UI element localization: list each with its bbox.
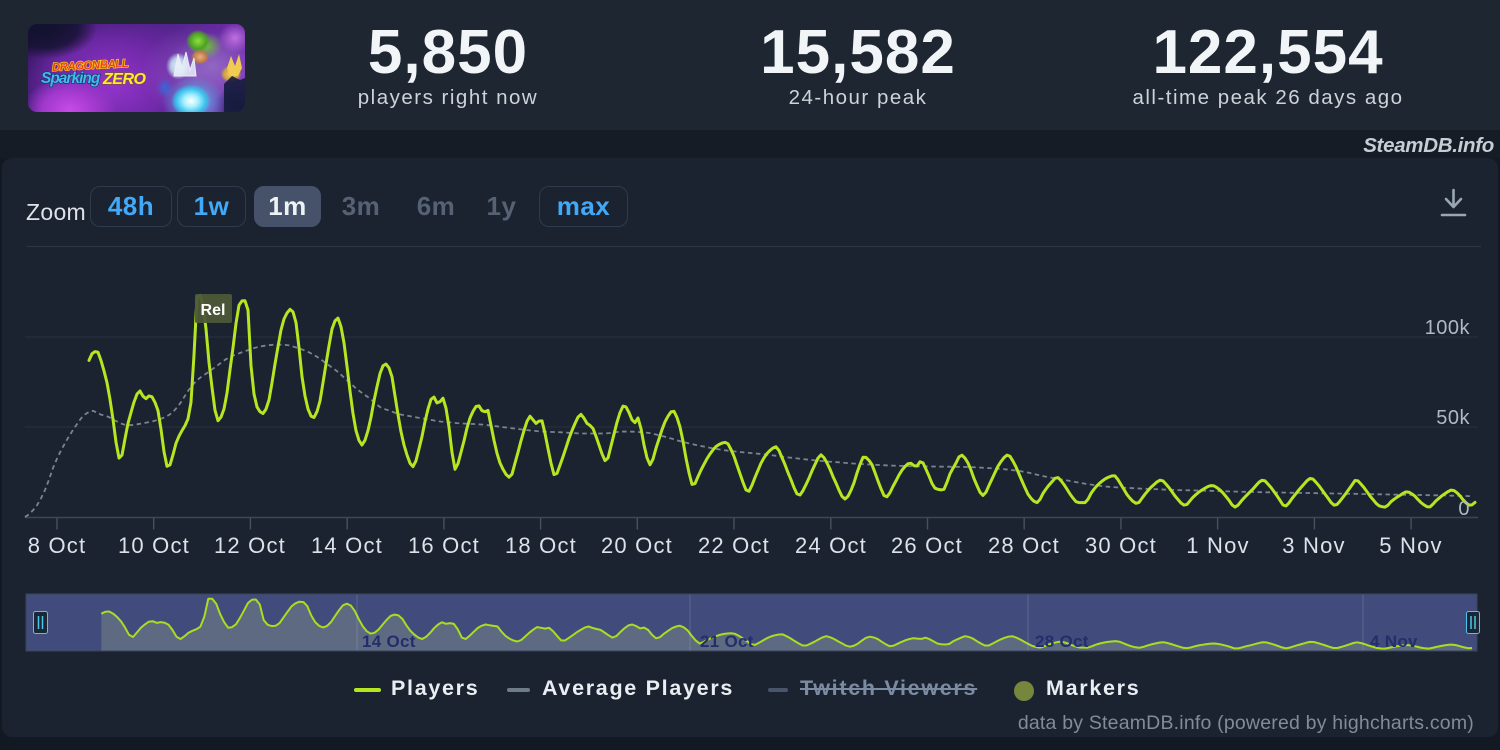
svg-text:21 Oct: 21 Oct (700, 632, 754, 651)
svg-text:14 Oct: 14 Oct (362, 632, 416, 651)
svg-text:DRAGON BALL: DRAGON BALL (52, 58, 129, 74)
svg-text:Sparking: Sparking (41, 70, 101, 87)
svg-text:4 Nov: 4 Nov (1370, 632, 1418, 651)
svg-text:Rel: Rel (201, 302, 226, 319)
svg-text:28 Oct: 28 Oct (1035, 632, 1089, 651)
svg-text:ZERO: ZERO (102, 71, 147, 88)
